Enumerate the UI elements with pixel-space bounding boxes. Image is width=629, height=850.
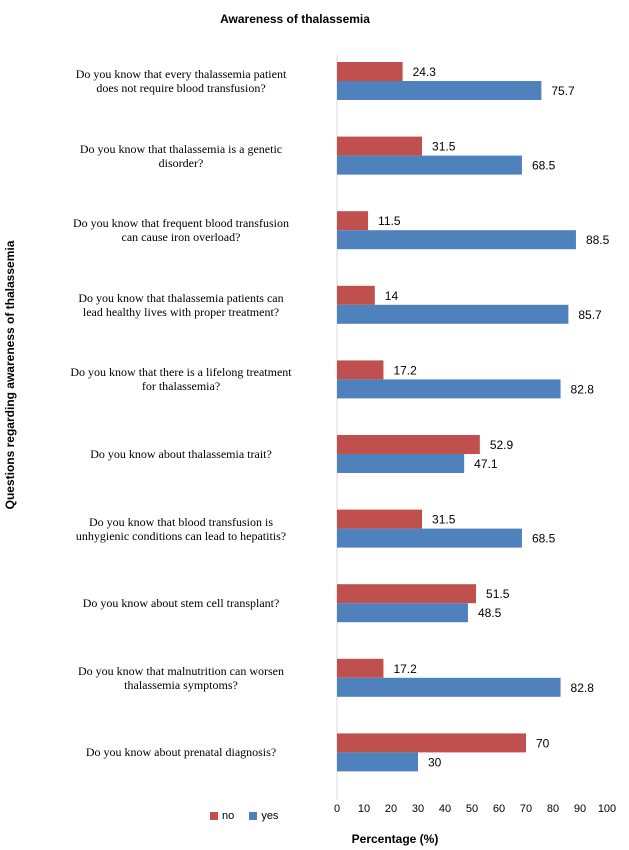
data-label-yes-8: 82.8: [571, 681, 595, 695]
x-tick-label-20: 20: [385, 803, 397, 815]
data-label-no-9: 70: [536, 736, 550, 750]
data-label-yes-9: 30: [428, 755, 442, 769]
x-tick-label-40: 40: [439, 803, 451, 815]
x-tick-label-30: 30: [412, 803, 424, 815]
category-label-line: unhygienic conditions can lead to hepati…: [75, 528, 287, 543]
category-label-line: for thalassemia?: [141, 379, 221, 394]
category-label-line: thalassemia symptoms?: [124, 677, 238, 692]
x-tick-label-10: 10: [358, 803, 370, 815]
data-label-yes-3: 85.7: [578, 308, 602, 322]
category-label-line: Do you know that blood transfusion is: [89, 514, 273, 529]
data-label-no-6: 31.5: [432, 513, 456, 527]
category-label-line: can cause iron overload?: [121, 230, 241, 245]
data-label-no-2: 11.5: [378, 214, 401, 228]
category-label-line: disorder?: [158, 155, 204, 170]
data-label-yes-4: 82.8: [571, 382, 595, 396]
data-label-yes-1: 68.5: [532, 159, 556, 173]
x-tick-label-100: 100: [598, 803, 616, 815]
category-label-1: Do you know that thalassemia is a geneti…: [50, 142, 312, 170]
category-label-7: Do you know about stem cell transplant?: [50, 596, 312, 610]
category-label-3: Do you know that thalassemia patients ca…: [50, 291, 312, 319]
category-label-4: Do you know that there is a lifelong tre…: [50, 365, 312, 393]
data-label-no-1: 31.5: [432, 140, 456, 154]
category-label-line: Do you know about thalassemia trait?: [90, 447, 272, 461]
legend-item-no: no: [210, 810, 234, 822]
data-label-no-4: 17.2: [393, 363, 417, 377]
category-label-9: Do you know about prenatal diagnosis?: [50, 745, 312, 759]
category-label-5: Do you know about thalassemia trait?: [50, 447, 312, 461]
bar-yes-3: [337, 304, 569, 324]
x-tick-label-90: 90: [574, 803, 586, 815]
category-label-line: Do you know that frequent blood transfus…: [73, 216, 289, 231]
legend-swatch-no: [210, 812, 218, 820]
legend-label-yes: yes: [261, 810, 279, 822]
data-label-yes-5: 47.1: [474, 457, 498, 471]
bar-no-1: [337, 136, 423, 156]
category-label-line: Do you know that every thalassemia patie…: [75, 67, 287, 81]
data-label-yes-7: 48.5: [478, 606, 502, 620]
data-label-yes-0: 75.7: [551, 84, 575, 98]
bar-yes-2: [337, 230, 576, 250]
x-tick-label-70: 70: [520, 803, 532, 815]
legend-item-yes: yes: [249, 810, 278, 822]
x-tick-label-0: 0: [334, 803, 340, 815]
category-label-line: lead healthy lives with proper treatment…: [82, 304, 280, 319]
x-tick-label-80: 80: [547, 803, 559, 815]
bar-no-0: [337, 62, 403, 81]
data-label-no-3: 14: [385, 289, 399, 303]
legend-label-no: no: [222, 810, 235, 822]
x-axis-title: Percentage (%): [351, 832, 439, 846]
bar-no-4: [337, 360, 384, 380]
bar-yes-7: [337, 603, 468, 623]
bar-yes-8: [337, 677, 561, 697]
bar-yes-5: [337, 454, 465, 473]
category-label-0: Do you know that every thalassemia patie…: [50, 67, 312, 95]
bar-no-3: [337, 285, 375, 305]
bar-yes-9: [337, 752, 418, 772]
bar-no-7: [337, 584, 477, 604]
chart-title: Awareness of thalassemia: [220, 12, 370, 26]
category-label-line: Do you know that malnutrition can worsen: [78, 663, 284, 678]
bar-no-2: [337, 211, 369, 231]
x-tick-label-60: 60: [493, 803, 505, 815]
category-label-line: Do you know that thalassemia patients ca…: [78, 290, 284, 305]
legend-swatch-yes: [249, 812, 258, 820]
legend: no yes: [210, 810, 290, 823]
category-label-8: Do you know that malnutrition can worsen…: [50, 664, 312, 692]
bar-yes-0: [337, 81, 542, 100]
bar-no-8: [337, 658, 384, 678]
category-label-line: Do you know about prenatal diagnosis?: [85, 745, 277, 760]
category-label-line: Do you know that thalassemia is a geneti…: [79, 141, 283, 156]
category-label-line: Do you know about stem cell transplant?: [82, 596, 280, 611]
data-label-no-8: 17.2: [393, 662, 417, 676]
data-label-no-7: 51.5: [486, 587, 510, 601]
data-label-no-5: 52.9: [490, 438, 514, 452]
category-label-2: Do you know that frequent blood transfus…: [50, 216, 312, 244]
bar-yes-4: [337, 379, 561, 399]
x-tick-label-50: 50: [466, 803, 478, 815]
data-label-yes-2: 88.5: [586, 233, 610, 247]
category-label-line: does not require blood transfusion?: [96, 81, 266, 95]
data-label-yes-6: 68.5: [532, 532, 556, 546]
category-label-line: Do you know that there is a lifelong tre…: [70, 365, 292, 380]
bar-yes-6: [337, 528, 522, 548]
bar-no-6: [337, 509, 423, 529]
category-label-6: Do you know that blood transfusion is unh…: [50, 515, 312, 543]
data-label-no-0: 24.3: [413, 65, 437, 79]
bar-yes-1: [337, 155, 522, 175]
bar-no-5: [337, 435, 480, 454]
bar-no-9: [337, 733, 526, 753]
